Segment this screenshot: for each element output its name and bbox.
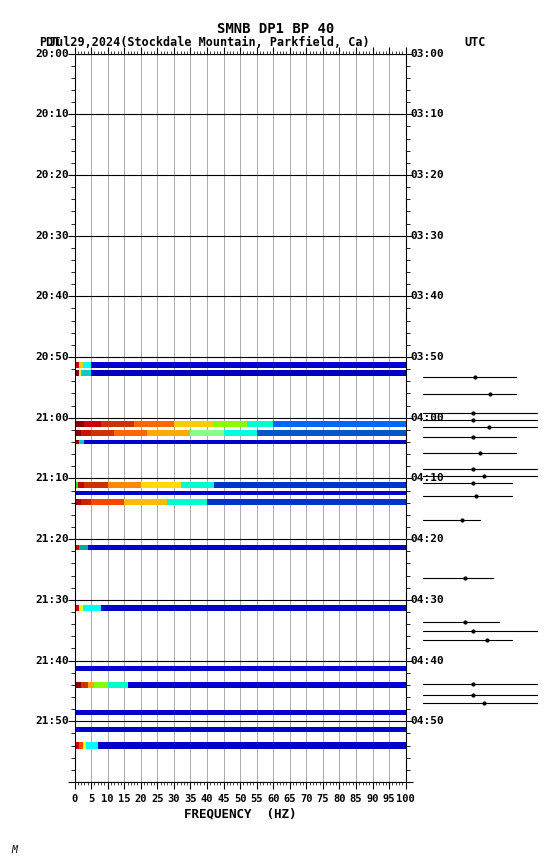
Text: 04:00: 04:00: [411, 413, 444, 422]
Text: 04:20: 04:20: [411, 534, 444, 544]
Bar: [75, 482, 78, 488]
Text: 03:30: 03:30: [411, 231, 444, 241]
Bar: [88, 544, 406, 550]
Text: 03:40: 03:40: [411, 291, 444, 302]
Bar: [94, 682, 108, 688]
Bar: [247, 421, 273, 428]
Bar: [75, 727, 406, 732]
Text: SMNB DP1 BP 40: SMNB DP1 BP 40: [217, 22, 335, 36]
Bar: [147, 430, 190, 436]
Bar: [75, 440, 79, 444]
Text: 20:10: 20:10: [36, 109, 70, 119]
Bar: [181, 482, 214, 488]
Bar: [174, 421, 214, 428]
Text: 04:50: 04:50: [411, 716, 444, 727]
Bar: [75, 421, 84, 428]
Bar: [273, 421, 406, 428]
Bar: [84, 421, 101, 428]
Text: 21:20: 21:20: [36, 534, 70, 544]
Bar: [134, 421, 174, 428]
Bar: [167, 499, 207, 505]
Bar: [124, 499, 167, 505]
Bar: [81, 430, 91, 436]
Text: 04:10: 04:10: [411, 473, 444, 484]
Bar: [101, 421, 134, 428]
Bar: [91, 371, 406, 377]
Bar: [83, 742, 86, 748]
X-axis label: FREQUENCY  (HZ): FREQUENCY (HZ): [184, 808, 296, 821]
Text: 20:30: 20:30: [36, 231, 70, 241]
Text: M: M: [11, 845, 17, 855]
Bar: [79, 742, 83, 748]
Bar: [257, 430, 406, 436]
Bar: [79, 371, 81, 377]
Bar: [79, 362, 83, 368]
Bar: [214, 421, 247, 428]
Text: 20:50: 20:50: [36, 352, 70, 362]
Bar: [98, 742, 406, 748]
Text: Jul29,2024(Stockdale Mountain, Parkfield, Ca): Jul29,2024(Stockdale Mountain, Parkfield…: [50, 36, 370, 49]
Text: 21:40: 21:40: [36, 656, 70, 665]
Bar: [88, 682, 94, 688]
Bar: [214, 482, 406, 488]
Text: PDT: PDT: [39, 36, 60, 49]
Text: 03:20: 03:20: [411, 170, 444, 180]
Bar: [75, 362, 79, 368]
Bar: [75, 666, 406, 671]
Text: 21:50: 21:50: [36, 716, 70, 727]
Text: 20:40: 20:40: [36, 291, 70, 302]
Bar: [75, 544, 79, 550]
Bar: [224, 430, 257, 436]
Bar: [75, 491, 406, 495]
Bar: [81, 499, 91, 505]
Bar: [75, 709, 406, 715]
Bar: [78, 482, 84, 488]
Bar: [75, 605, 79, 611]
Bar: [75, 682, 81, 688]
Bar: [91, 362, 406, 368]
Bar: [75, 430, 81, 436]
Bar: [190, 430, 224, 436]
Bar: [84, 440, 406, 444]
Bar: [79, 605, 83, 611]
Text: 04:40: 04:40: [411, 656, 444, 665]
Bar: [86, 742, 98, 748]
Text: 03:50: 03:50: [411, 352, 444, 362]
Bar: [84, 482, 108, 488]
Bar: [83, 362, 91, 368]
Bar: [108, 682, 128, 688]
Bar: [91, 430, 114, 436]
Text: 20:00: 20:00: [36, 48, 70, 59]
Bar: [75, 742, 79, 748]
Bar: [75, 371, 79, 377]
Text: 21:10: 21:10: [36, 473, 70, 484]
Text: 20:20: 20:20: [36, 170, 70, 180]
Bar: [101, 605, 406, 611]
Bar: [91, 499, 124, 505]
Bar: [114, 430, 147, 436]
Bar: [83, 605, 101, 611]
Bar: [81, 371, 91, 377]
Text: 03:00: 03:00: [411, 48, 444, 59]
Bar: [128, 682, 406, 688]
Bar: [207, 499, 406, 505]
Bar: [81, 682, 88, 688]
Bar: [79, 440, 84, 444]
Text: 21:00: 21:00: [36, 413, 70, 422]
Bar: [141, 482, 181, 488]
Text: UTC: UTC: [464, 36, 485, 49]
Bar: [108, 482, 141, 488]
Text: 03:10: 03:10: [411, 109, 444, 119]
Text: 04:30: 04:30: [411, 594, 444, 605]
Text: 21:30: 21:30: [36, 594, 70, 605]
Bar: [79, 544, 88, 550]
Bar: [75, 499, 81, 505]
